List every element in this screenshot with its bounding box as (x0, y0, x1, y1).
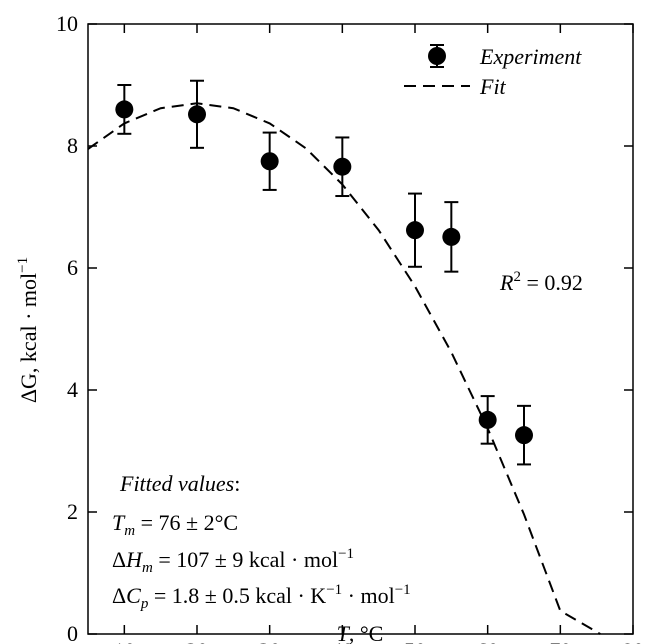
x-tick-label: 80 (622, 638, 644, 644)
experiment-series (115, 79, 533, 466)
x-tick-label: 40 (331, 638, 353, 644)
y-tick-label: 4 (67, 377, 78, 402)
delta-cp-value: ΔCp = 1.8 ± 0.5 kcal · K−1 · mol−1 (112, 582, 411, 612)
y-tick-label: 10 (56, 11, 78, 36)
x-tick-label: 70 (549, 638, 571, 644)
point-marker (188, 105, 206, 124)
legend: Experiment Fit (404, 44, 582, 99)
x-tick-label: 30 (259, 638, 281, 644)
x-tick-label: 20 (186, 638, 208, 644)
point-marker (442, 227, 461, 246)
y-tick-label: 0 (67, 621, 78, 644)
data-point (515, 404, 533, 466)
x-tick-label: 10 (113, 638, 135, 644)
axis-ticks: 10 20 30 40 50 60 70 80 0 2 4 6 8 10 (56, 11, 644, 644)
data-point (188, 79, 206, 149)
x-axis-label: T, °C (337, 621, 384, 644)
point-marker (260, 152, 279, 171)
x-tick-label: 60 (477, 638, 499, 644)
r-squared-annotation: R2 = 0.92 (499, 269, 583, 295)
data-point (260, 131, 279, 191)
y-tick-label: 8 (67, 133, 78, 158)
legend-experiment-marker (428, 47, 446, 65)
x-tick-label: 50 (404, 638, 426, 644)
data-point (406, 192, 424, 268)
point-marker (115, 100, 134, 119)
data-point (442, 201, 461, 273)
tm-value: Tm = 76 ± 2°C (112, 510, 238, 539)
point-marker (406, 221, 424, 240)
data-point (115, 84, 134, 135)
delta-hm-value: ΔHm = 107 ± 9 kcal · mol−1 (112, 546, 354, 576)
point-marker (478, 410, 497, 429)
point-marker (515, 426, 533, 445)
legend-experiment-label: Experiment (479, 44, 582, 69)
y-tick-label: 6 (67, 255, 78, 280)
point-marker (333, 157, 352, 176)
data-point (478, 395, 497, 445)
y-tick-label: 2 (67, 499, 78, 524)
legend-fit-label: Fit (479, 74, 507, 99)
plot-frame (87, 23, 634, 635)
y-axis-label: ΔG, kcal · mol−1 (15, 257, 41, 403)
data-point (333, 136, 352, 198)
fitted-values-title: Fitted values: (119, 471, 240, 496)
